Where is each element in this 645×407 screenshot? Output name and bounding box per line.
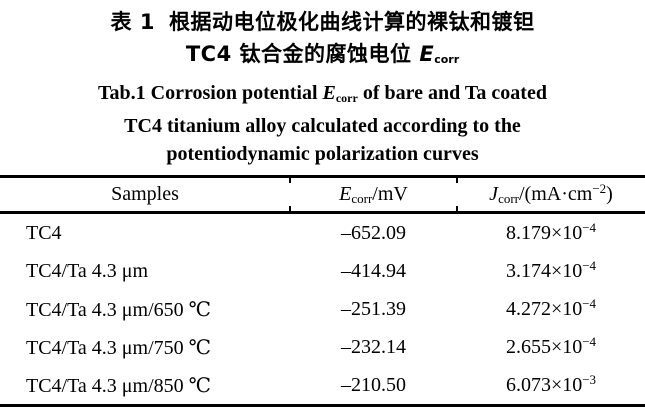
sample-cell: TC4/Ta 4.3 μm/650 ℃ xyxy=(26,298,212,321)
column-tick xyxy=(289,206,291,211)
caption-cn-line1-text: 根据动电位极化曲线计算的裸钛和镀钽 xyxy=(168,10,535,34)
header-ecorr: Ecorr/mV xyxy=(290,183,457,207)
sample-cell: TC4/Ta 4.3 μm/850 ℃ xyxy=(26,374,212,397)
jcorr-exponent: −4 xyxy=(582,295,597,311)
caption-en-line1-suffix: of bare and Ta coated xyxy=(357,82,547,104)
caption-english-line3: potentiodynamic polarization curves xyxy=(166,143,479,165)
sample-cell: TC4/Ta 4.3 μm xyxy=(26,259,149,282)
table-row: TC4/Ta 4.3 μm/850 ℃ –210.50 6.073×10−3 xyxy=(0,366,645,404)
jcorr-symbol: J xyxy=(489,182,499,205)
jcorr-exponent: −4 xyxy=(582,219,597,235)
header-samples: Samples xyxy=(111,183,179,205)
jcorr-cell: 8.179×10−4 xyxy=(457,219,645,245)
table-header-rule xyxy=(0,206,645,214)
header-jcorr: Jcorr/(mA·cm−2) xyxy=(457,180,645,207)
column-tick xyxy=(456,206,458,211)
caption-english-line2: TC4 titanium alloy calculated according … xyxy=(124,115,521,137)
jcorr-mantissa: 6.073×10 xyxy=(505,373,583,396)
jcorr-mantissa: 2.655×10 xyxy=(505,335,583,358)
jcorr-exponent: −4 xyxy=(582,333,597,349)
table-row: TC4/Ta 4.3 μm –414.94 3.174×10−4 xyxy=(0,252,645,290)
caption-chinese-line1: 表 1 根据动电位极化曲线计算的裸钛和镀钽 xyxy=(0,6,645,38)
table-top-rule xyxy=(0,175,645,183)
ecorr-unit: /mV xyxy=(372,182,408,205)
caption-en-line1-prefix: Tab.1 Corrosion potential xyxy=(98,82,323,104)
ecorr-cell: –414.94 xyxy=(341,259,406,282)
jcorr-cell: 3.174×10−4 xyxy=(457,257,645,283)
ecorr-symbol: E xyxy=(339,182,352,205)
jcorr-unit: /(mA·cm xyxy=(519,182,593,205)
ecorr-subscript: corr xyxy=(351,190,373,206)
jcorr-exponent: −4 xyxy=(582,257,597,273)
jcorr-unit-exponent: −2 xyxy=(592,180,607,196)
jcorr-exponent: −3 xyxy=(582,371,597,387)
ecorr-cell: –652.09 xyxy=(341,221,406,244)
caption-chinese-line2: TC4 钛合金的腐蚀电位 Ecorr xyxy=(0,38,645,76)
caption-english-line1: Tab.1 Corrosion potential Ecorr of bare … xyxy=(0,79,645,112)
table-number-cn: 表 1 xyxy=(110,10,155,34)
ecorr-symbol-en: E xyxy=(322,82,336,104)
caption-cn-line2-text: TC4 钛合金的腐蚀电位 xyxy=(185,42,420,66)
jcorr-mantissa: 3.174×10 xyxy=(505,259,583,282)
ecorr-cell: –232.14 xyxy=(341,335,406,358)
table-row: TC4 –652.09 8.179×10−4 xyxy=(0,214,645,252)
jcorr-mantissa: 8.179×10 xyxy=(505,221,583,244)
column-tick xyxy=(456,178,458,183)
ecorr-cell: –210.50 xyxy=(341,373,406,396)
ecorr-symbol-cn: E xyxy=(419,42,435,66)
table-row: TC4/Ta 4.3 μm/750 ℃ –232.14 2.655×10−4 xyxy=(0,328,645,366)
ecorr-subscript-cn: corr xyxy=(434,53,460,66)
ecorr-cell: –251.39 xyxy=(341,297,406,320)
table-header-row: Samples Ecorr/mV Jcorr/(mA·cm−2) xyxy=(0,178,645,211)
jcorr-subscript: corr xyxy=(498,190,519,206)
corrosion-table: Samples Ecorr/mV Jcorr/(mA·cm−2) TC4 –65… xyxy=(0,175,645,407)
table-row: TC4/Ta 4.3 μm/650 ℃ –251.39 4.272×10−4 xyxy=(0,290,645,328)
jcorr-cell: 6.073×10−3 xyxy=(457,371,645,397)
sample-cell: TC4/Ta 4.3 μm/750 ℃ xyxy=(26,336,212,359)
jcorr-mantissa: 4.272×10 xyxy=(505,297,583,320)
jcorr-cell: 4.272×10−4 xyxy=(457,295,645,321)
jcorr-cell: 2.655×10−4 xyxy=(457,333,645,359)
ecorr-subscript-en: corr xyxy=(335,91,358,105)
caption-english: Tab.1 Corrosion potential Ecorr of bare … xyxy=(0,79,645,168)
caption-chinese: 表 1 根据动电位极化曲线计算的裸钛和镀钽 TC4 钛合金的腐蚀电位 Ecorr xyxy=(0,0,645,76)
column-tick xyxy=(289,178,291,183)
jcorr-unit-close: ) xyxy=(606,182,613,205)
sample-cell: TC4 xyxy=(26,221,62,244)
